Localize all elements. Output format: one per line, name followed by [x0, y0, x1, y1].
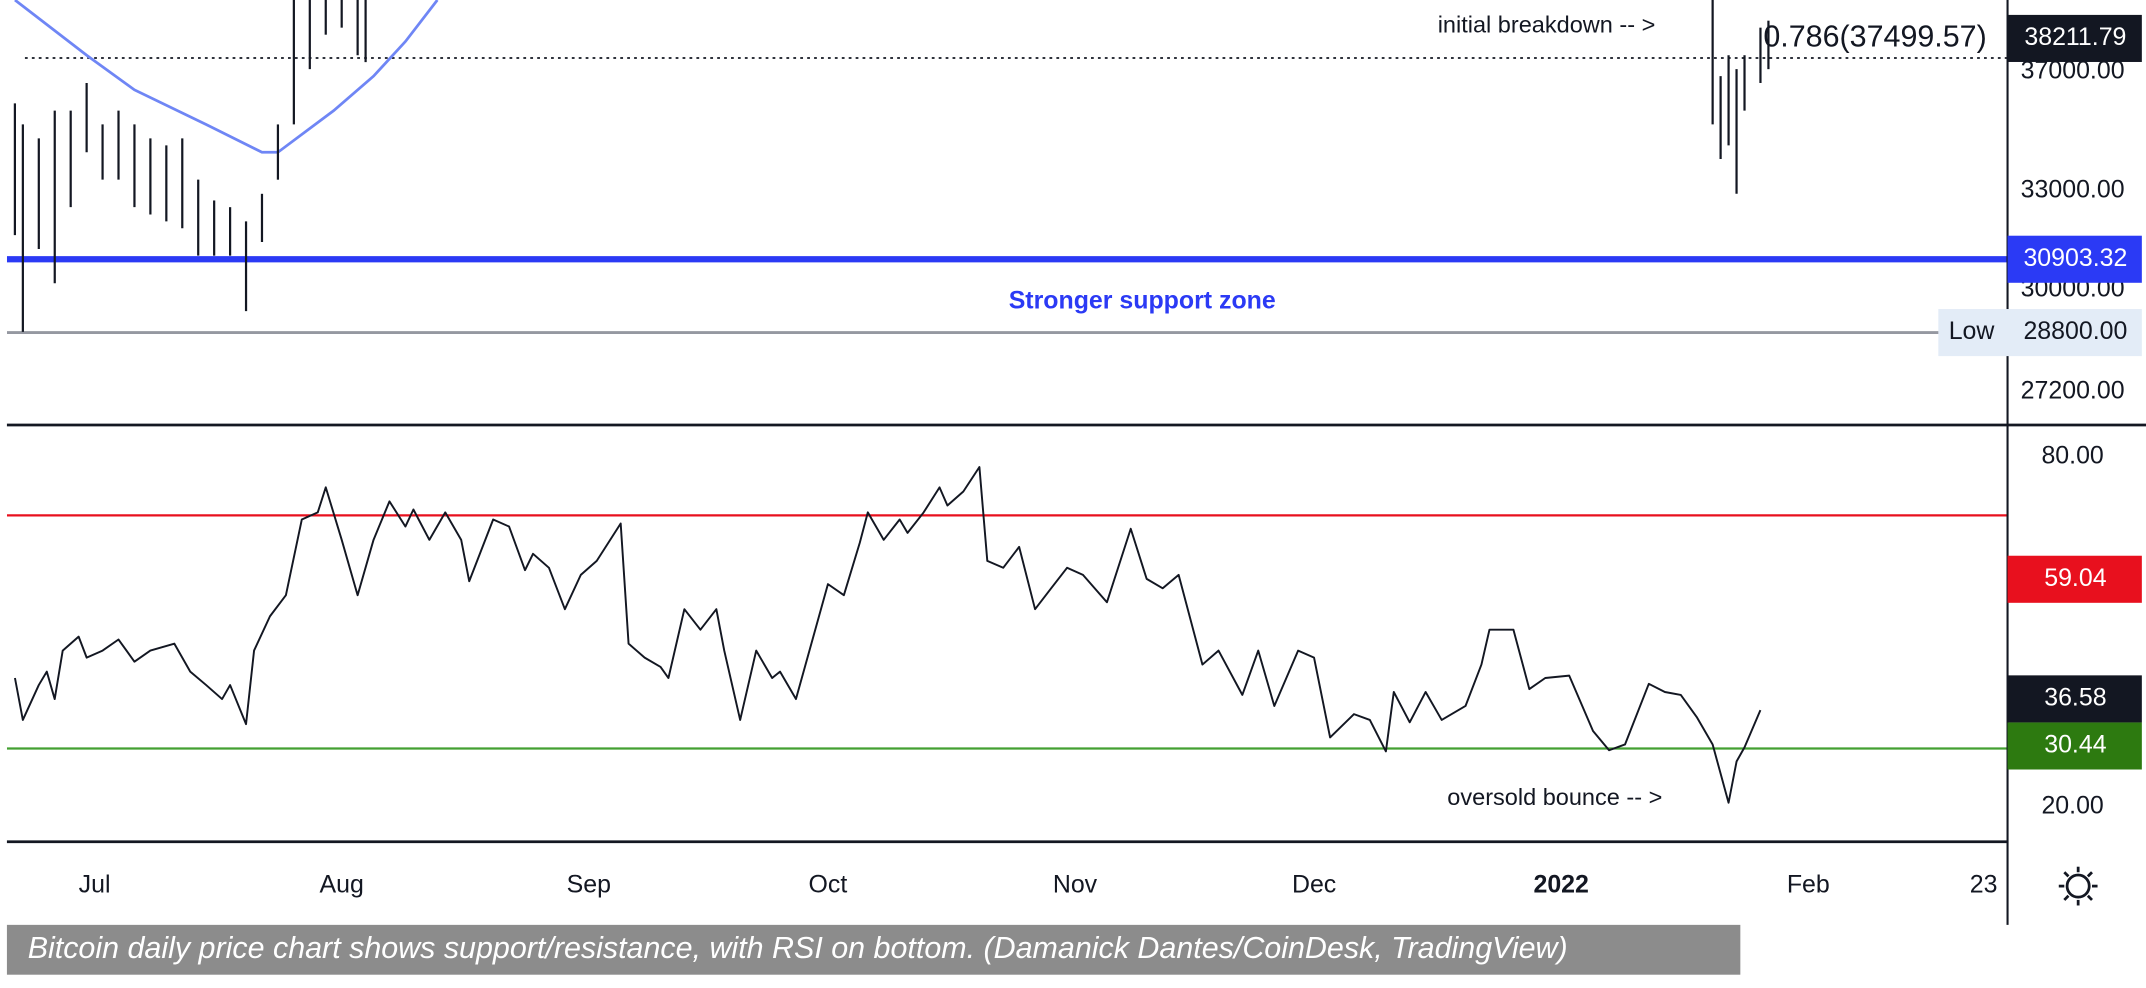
rsi-panel — [6, 466, 2008, 804]
x-tick-label: Nov — [1053, 871, 1098, 899]
x-tick-label: Feb — [1787, 871, 1830, 899]
marker-label: 38211.79 — [2024, 23, 2126, 51]
x-tick-label: Aug — [320, 871, 364, 899]
caption: Bitcoin daily price chart shows support/… — [28, 931, 1568, 965]
x-tick-label: 23 — [1970, 871, 1998, 899]
marker-tag: Low — [1949, 317, 1996, 345]
price-marker — [2007, 235, 2142, 283]
price-marker — [2007, 675, 2142, 723]
price-panel — [6, 0, 2008, 334]
settings-icon[interactable] — [2058, 866, 2098, 906]
annotation: initial breakdown -- > — [1438, 12, 1656, 38]
y-tick-label: 33000.00 — [2021, 176, 2125, 204]
x-tick-label: 2022 — [1533, 871, 1588, 899]
annotation: oversold bounce -- > — [1447, 784, 1662, 810]
price-marker — [2007, 555, 2142, 603]
fib-label: 0.786(37499.57) — [1763, 20, 1986, 54]
annotation: Stronger support zone — [1009, 286, 1276, 314]
x-tick-label: Sep — [567, 871, 611, 899]
x-tick-label: Dec — [1292, 871, 1336, 899]
price-marker — [2007, 14, 2142, 62]
price-marker — [2007, 722, 2142, 770]
marker-label: 59.04 — [2044, 564, 2106, 592]
marker-label: 30903.32 — [2023, 244, 2127, 272]
y-tick-label: 27200.00 — [2021, 377, 2125, 405]
rsi-line — [14, 466, 1762, 804]
x-tick-label: Oct — [809, 871, 848, 899]
axes — [6, 0, 2146, 925]
marker-label: 30.44 — [2044, 731, 2106, 759]
x-tick-label: Jul — [79, 871, 111, 899]
marker-label: 36.58 — [2044, 683, 2106, 711]
y-tick-label: 80.00 — [2041, 442, 2103, 470]
marker-label: 28800.00 — [2023, 317, 2127, 345]
price-marker — [1938, 309, 2142, 357]
overlay: 37000.0033000.0030000.0027200.000.786(37… — [79, 14, 2142, 899]
moving-average — [14, 0, 439, 154]
y-tick-label: 20.00 — [2041, 791, 2103, 819]
caption-box — [6, 924, 1741, 975]
